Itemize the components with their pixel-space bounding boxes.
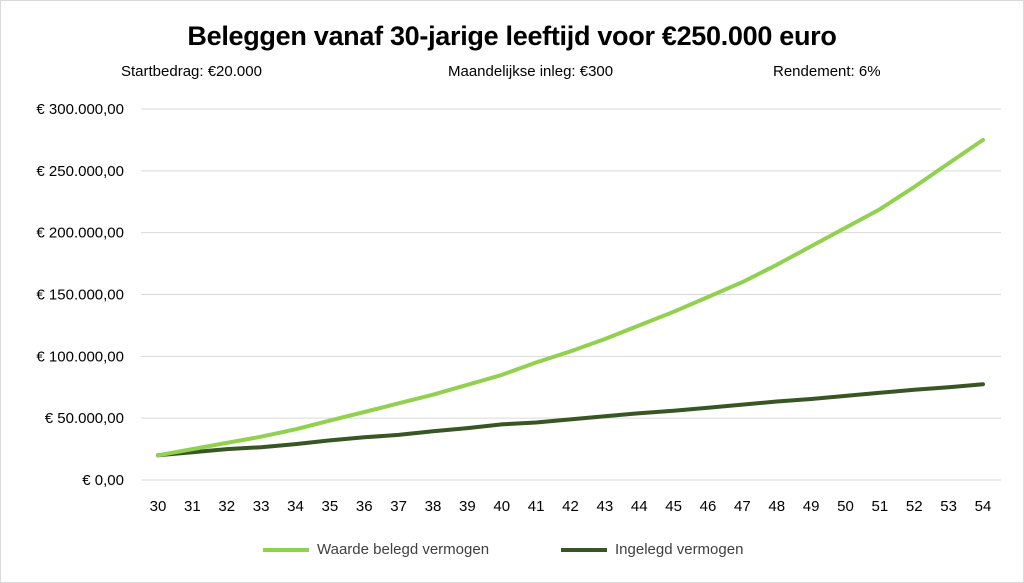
x-tick-label: 52 bbox=[906, 498, 923, 515]
legend-swatch-waarde bbox=[263, 547, 309, 552]
legend-label-waarde: Waarde belegd vermogen bbox=[317, 541, 490, 558]
x-tick-label: 47 bbox=[734, 498, 751, 515]
x-tick-label: 35 bbox=[322, 498, 339, 515]
series-line-waarde-belegd-vermogen bbox=[156, 137, 985, 458]
x-tick-label: 31 bbox=[184, 498, 201, 515]
x-tick-label: 37 bbox=[390, 498, 407, 515]
x-tick-label: 42 bbox=[562, 498, 579, 515]
y-tick-label: € 300.000,00 bbox=[36, 101, 124, 118]
x-tick-label: 39 bbox=[459, 498, 476, 515]
x-tick-label: 34 bbox=[287, 498, 304, 515]
x-tick-label: 49 bbox=[803, 498, 820, 515]
x-tick-label: 51 bbox=[872, 498, 889, 515]
x-tick-label: 54 bbox=[975, 498, 992, 515]
x-tick-label: 33 bbox=[253, 498, 270, 515]
x-tick-label: 46 bbox=[700, 498, 717, 515]
x-tick-label: 41 bbox=[528, 498, 545, 515]
y-tick-label: € 250.000,00 bbox=[36, 163, 124, 180]
subtitle-rendement: Rendement: 6% bbox=[773, 63, 881, 80]
legend-item-ingelegd-vermogen: Ingelegd vermogen bbox=[561, 541, 743, 558]
x-tick-label: 45 bbox=[665, 498, 682, 515]
chart-title: Beleggen vanaf 30-jarige leeftijd voor €… bbox=[187, 21, 837, 51]
x-tick-label: 30 bbox=[150, 498, 167, 515]
legend-item-waarde-belegd-vermogen: Waarde belegd vermogen bbox=[263, 541, 489, 558]
x-tick-label: 38 bbox=[425, 498, 442, 515]
legend-swatch-ingelegd bbox=[561, 547, 607, 552]
y-tick-label: € 200.000,00 bbox=[36, 225, 124, 242]
subtitle-maandelijkse-inleg: Maandelijkse inleg: €300 bbox=[448, 63, 614, 80]
series-line-ingelegd-vermogen bbox=[156, 382, 985, 458]
legend-label-ingelegd: Ingelegd vermogen bbox=[615, 541, 744, 558]
x-tick-label: 43 bbox=[597, 498, 614, 515]
x-tick-label: 32 bbox=[218, 498, 235, 515]
x-tick-label: 53 bbox=[940, 498, 957, 515]
y-tick-label: € 50.000,00 bbox=[45, 410, 124, 427]
y-tick-label: € 100.000,00 bbox=[36, 348, 124, 365]
x-tick-label: 48 bbox=[768, 498, 785, 515]
x-tick-label: 50 bbox=[837, 498, 854, 515]
subtitle-startbedrag: Startbedrag: €20.000 bbox=[121, 63, 262, 80]
y-tick-label: € 0,00 bbox=[82, 472, 124, 489]
x-tick-label: 40 bbox=[493, 498, 510, 515]
x-tick-label: 36 bbox=[356, 498, 373, 515]
x-tick-label: 44 bbox=[631, 498, 648, 515]
y-tick-label: € 150.000,00 bbox=[36, 287, 124, 304]
